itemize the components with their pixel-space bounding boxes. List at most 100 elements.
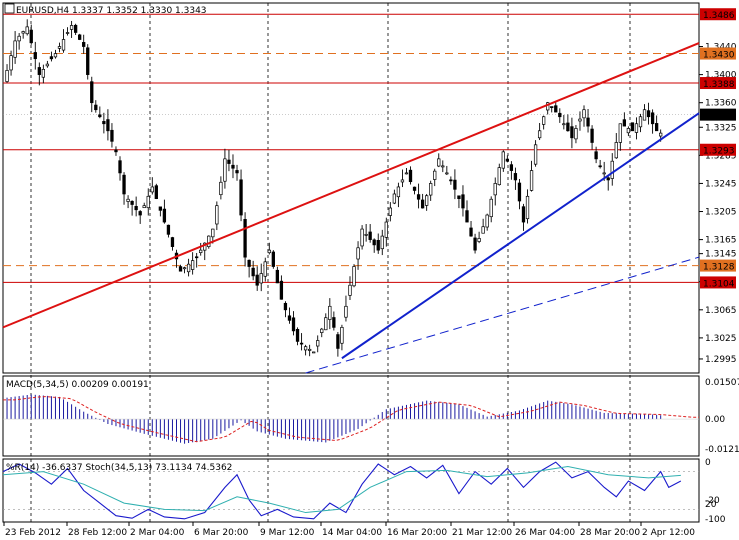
- candle-body: [235, 170, 239, 174]
- panel-frame-1: [2, 375, 700, 457]
- stoch-tick-0: 0: [705, 458, 711, 468]
- stoch-tick-2: 20: [705, 500, 717, 510]
- candle-body: [57, 46, 62, 49]
- candle-body: [138, 211, 142, 216]
- candle-body: [437, 158, 441, 167]
- candle-body: [501, 151, 505, 169]
- candle-body: [94, 104, 98, 111]
- time-label-4: 9 Mar 12:00: [260, 528, 315, 538]
- candle-body: [586, 117, 590, 127]
- macd-signal-line: [3, 396, 699, 443]
- candle-body: [82, 42, 86, 47]
- level-badge-2: [700, 77, 736, 90]
- candle-body: [542, 116, 546, 125]
- price-tick-label-7: 1.3165: [705, 236, 737, 246]
- candle-body: [243, 219, 247, 258]
- candle-body: [17, 35, 21, 42]
- candle-body: [489, 198, 493, 218]
- candle-body: [178, 266, 183, 272]
- candle-body: [122, 174, 126, 195]
- candle-body: [582, 109, 586, 119]
- candle-body: [247, 259, 251, 267]
- candle-body: [219, 181, 223, 196]
- candle-body: [5, 70, 9, 82]
- chart-symbol-icon: [4, 3, 15, 14]
- macd-label: MACD(5,34,5) 0.00209 0.00191: [6, 380, 149, 390]
- candle-body: [29, 29, 33, 44]
- candle-body: [106, 119, 110, 132]
- candle-body: [425, 195, 429, 206]
- candle-body: [49, 56, 54, 60]
- trendline-2: [305, 256, 700, 374]
- candle-body: [291, 317, 296, 332]
- candle-body: [142, 205, 146, 209]
- candle-body: [562, 123, 566, 126]
- candle-body: [25, 26, 29, 35]
- time-label-0: 23 Feb 2012: [5, 528, 61, 538]
- level-badge-5: [700, 276, 736, 289]
- candle-body: [45, 63, 50, 67]
- candle-body: [186, 263, 191, 273]
- candle-body: [400, 179, 405, 183]
- candle-body: [505, 158, 509, 162]
- candle-body: [570, 126, 574, 139]
- stoch-tick-3: -100: [705, 515, 726, 525]
- candle-body: [263, 261, 267, 277]
- candle-body: [336, 334, 340, 349]
- macd-tick-0: 0.01507: [705, 378, 739, 388]
- candle-body: [259, 273, 263, 284]
- candle-body: [53, 53, 58, 58]
- candle-body: [344, 305, 348, 318]
- candle-body: [578, 118, 582, 122]
- time-label-7: 21 Mar 12:00: [452, 528, 512, 538]
- candle-body: [509, 164, 514, 171]
- panel-frame-0: [2, 2, 700, 374]
- candle-body: [199, 249, 203, 254]
- candle-body: [13, 40, 17, 58]
- candle-body: [126, 198, 130, 202]
- candle-body: [227, 159, 231, 164]
- last-price-badge: [700, 108, 736, 121]
- level-badge-label-4: 1.3128: [703, 263, 735, 273]
- candle-body: [408, 169, 413, 183]
- candle-body: [368, 231, 372, 240]
- candle-body: [267, 249, 271, 254]
- price-tick-label-1: 1.3400: [705, 71, 737, 81]
- time-label-5: 14 Mar 04:00: [322, 528, 382, 538]
- candle-body: [433, 170, 437, 180]
- candle-body: [396, 186, 401, 198]
- level-badge-label-5: 1.3104: [703, 279, 735, 289]
- candle-body: [497, 167, 501, 186]
- candle-body: [69, 25, 74, 30]
- level-badge-label-1: 1.3430: [703, 51, 735, 61]
- stoch-tick-1: -20: [705, 496, 720, 506]
- candle-body: [654, 123, 659, 132]
- candle-body: [130, 200, 134, 205]
- candle-body: [332, 317, 336, 328]
- candle-body: [9, 55, 13, 71]
- candle-body: [614, 142, 618, 159]
- candle-body: [295, 328, 300, 342]
- candle-body: [78, 34, 82, 40]
- candle-body: [650, 112, 655, 125]
- price-tick-label-5: 1.3245: [705, 179, 737, 189]
- candle-body: [634, 123, 639, 133]
- level-badge-label-2: 1.3388: [703, 80, 735, 90]
- price-tick-label-3: 1.3325: [705, 123, 737, 133]
- candle-body: [469, 227, 473, 237]
- candle-body: [404, 172, 409, 175]
- time-label-1: 28 Feb 12:00: [68, 528, 127, 538]
- candle-body: [340, 327, 344, 344]
- candle-body: [638, 116, 643, 128]
- candle-body: [513, 173, 518, 181]
- candle-body: [307, 348, 312, 351]
- candle-body: [517, 182, 522, 202]
- candle-body: [41, 68, 45, 78]
- candle-body: [114, 149, 118, 153]
- candle-body: [594, 151, 598, 160]
- candle-body: [328, 305, 332, 320]
- candle-body: [416, 194, 421, 200]
- candle-body: [610, 160, 614, 179]
- candle-body: [533, 144, 538, 165]
- time-label-9: 28 Mar 20:00: [580, 528, 640, 538]
